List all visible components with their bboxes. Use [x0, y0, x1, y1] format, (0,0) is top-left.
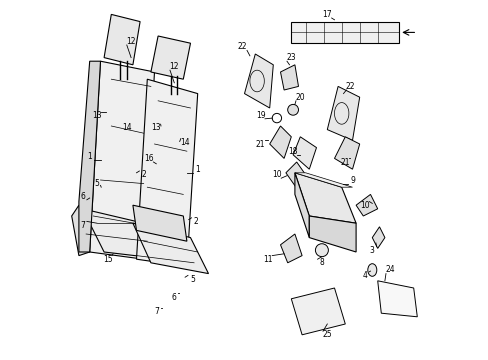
- Text: 12: 12: [169, 62, 179, 71]
- Text: 11: 11: [263, 255, 272, 264]
- Text: 19: 19: [255, 111, 265, 120]
- Polygon shape: [291, 288, 345, 335]
- Text: 14: 14: [122, 123, 132, 132]
- Text: 8: 8: [319, 258, 324, 267]
- Polygon shape: [104, 14, 140, 65]
- Text: 9: 9: [349, 176, 354, 185]
- Polygon shape: [269, 126, 291, 158]
- Polygon shape: [377, 281, 416, 317]
- Circle shape: [287, 104, 298, 115]
- Text: 21: 21: [255, 140, 265, 149]
- Text: 24: 24: [385, 266, 394, 275]
- Polygon shape: [82, 209, 165, 259]
- Text: 20: 20: [295, 93, 305, 102]
- Polygon shape: [355, 194, 377, 216]
- Circle shape: [315, 244, 328, 257]
- Text: 21: 21: [340, 158, 349, 166]
- Polygon shape: [294, 173, 309, 238]
- Polygon shape: [133, 205, 186, 241]
- Text: 7: 7: [154, 307, 159, 316]
- Text: 2: 2: [141, 170, 146, 179]
- Text: 16: 16: [144, 154, 154, 163]
- Text: 17: 17: [322, 10, 331, 19]
- Polygon shape: [326, 86, 359, 140]
- Text: 1: 1: [195, 165, 200, 174]
- Text: 6: 6: [171, 292, 176, 302]
- Text: 23: 23: [286, 53, 296, 62]
- Text: 5: 5: [189, 275, 194, 284]
- Polygon shape: [72, 205, 89, 256]
- Text: 4: 4: [362, 271, 367, 280]
- Text: 25: 25: [322, 330, 331, 339]
- Polygon shape: [89, 61, 154, 259]
- Polygon shape: [291, 22, 399, 43]
- Polygon shape: [280, 234, 302, 263]
- Text: 6: 6: [80, 192, 85, 201]
- Text: 10: 10: [360, 201, 369, 210]
- Text: 12: 12: [126, 37, 136, 46]
- Polygon shape: [151, 36, 190, 79]
- Polygon shape: [371, 227, 384, 248]
- Text: 18: 18: [288, 147, 297, 156]
- Polygon shape: [334, 137, 359, 169]
- Text: 13: 13: [92, 111, 102, 120]
- Text: 15: 15: [102, 255, 112, 264]
- Polygon shape: [280, 65, 298, 90]
- Polygon shape: [294, 173, 352, 187]
- Ellipse shape: [367, 264, 376, 276]
- Text: 7: 7: [80, 220, 85, 230]
- Text: 22: 22: [238, 42, 247, 51]
- Text: 5: 5: [94, 179, 99, 188]
- Text: 13: 13: [151, 123, 161, 132]
- Text: 3: 3: [369, 246, 374, 255]
- Text: 1: 1: [87, 152, 92, 161]
- Polygon shape: [133, 223, 208, 274]
- Text: 2: 2: [193, 217, 198, 226]
- Text: 10: 10: [271, 170, 281, 179]
- Text: 22: 22: [345, 82, 355, 91]
- Polygon shape: [285, 162, 309, 191]
- Polygon shape: [244, 54, 273, 108]
- Polygon shape: [309, 216, 355, 252]
- Polygon shape: [292, 137, 316, 169]
- Polygon shape: [136, 79, 197, 266]
- Polygon shape: [79, 61, 101, 252]
- Text: 14: 14: [180, 138, 189, 147]
- Polygon shape: [294, 173, 355, 223]
